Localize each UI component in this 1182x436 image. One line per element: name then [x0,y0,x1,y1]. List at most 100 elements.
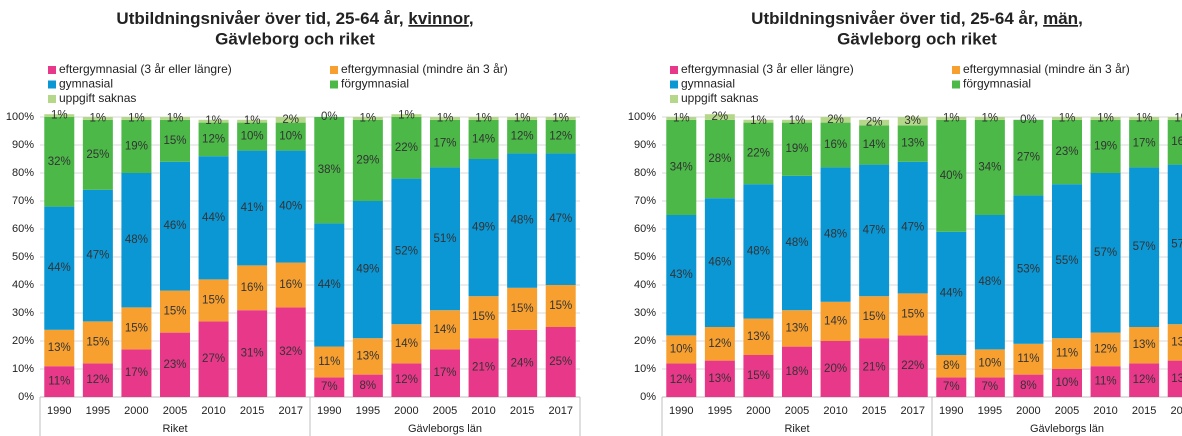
data-label: 20% [824,363,847,375]
data-label: 44% [48,262,71,274]
y-tick-label: 70% [12,195,34,207]
bar-segment [782,346,812,397]
y-tick-label: 70% [634,195,656,207]
group-label: Gävleborgs län [408,423,482,435]
x-tick-label: 2005 [785,405,809,417]
bar-segment [391,117,422,179]
data-label: 0% [321,111,338,123]
title-part: Utbildningsnivåer över tid, 25-64 år, [751,9,1038,28]
legend-label: eftergymnasial (mindre än 3 år) [963,62,1130,76]
bar-segment [1013,343,1044,375]
data-label: 16% [1171,136,1182,148]
bar-segment [1129,363,1160,397]
data-label: 12% [511,131,534,143]
legend-swatch [330,80,338,89]
legend-swatch [952,80,960,89]
data-label: 10% [241,131,264,143]
data-label: 8% [360,380,377,392]
data-label: 2% [282,114,299,126]
data-label: 1% [360,112,377,124]
data-label: 47% [86,250,109,262]
data-label: 13% [48,342,71,354]
data-label: 12% [670,374,693,386]
data-label: 2% [866,117,883,129]
bar-segment [743,318,774,355]
bar-segment [468,296,499,339]
data-label: 46% [708,257,731,269]
bar-segment [1129,117,1160,120]
data-label: 15% [511,303,534,315]
y-tick-label: 90% [12,139,34,151]
bar-segment [160,119,190,162]
bar-segment [275,117,306,123]
x-tick-label: 2017 [900,405,924,417]
data-label: 51% [433,233,456,245]
bar-segment [974,349,1005,378]
bar-segment [1090,119,1121,173]
data-label: 22% [395,142,418,154]
data-label: 12% [708,338,731,350]
bar-segment [1090,117,1121,120]
bar-segment [352,117,383,120]
data-label: 16% [241,282,264,294]
data-label: 48% [125,234,148,246]
y-tick-label: 50% [12,251,34,263]
bar-segment [160,332,190,397]
title-part: , [1078,9,1083,28]
legend-label: förgymnasial [963,77,1031,91]
legend-swatch [330,66,338,74]
legend-label: eftergymnasial (3 år eller längre) [681,62,854,76]
bar-segment [391,114,422,117]
bar-segment [352,119,383,201]
bar-segment [507,119,538,154]
data-label: 25% [549,356,572,368]
bar-segment [430,117,460,120]
bar-segment [1052,338,1082,369]
x-tick-label: 2017 [278,405,302,417]
bar-segment [704,360,735,397]
bar-segment [44,114,75,117]
data-label: 14% [863,139,886,151]
data-label: 12% [1094,343,1117,355]
legend-label: gymnasial [681,77,735,91]
y-tick-label: 100% [628,111,656,123]
data-label: 1% [1136,112,1153,124]
y-tick-label: 80% [634,167,656,179]
data-label: 48% [747,245,770,257]
bar-segment [859,164,890,297]
bar-segment [1052,119,1082,185]
bar-segment [82,363,113,397]
y-tick-label: 30% [12,307,34,319]
data-label: 10% [670,343,693,355]
bar-segment [666,117,697,120]
legend-swatch [670,95,678,103]
bar-segment [859,125,890,165]
data-label: 11% [1094,376,1116,388]
x-tick-label: 1990 [939,405,963,417]
data-label: 52% [395,245,418,257]
bar-segment [782,310,812,347]
bar-segment [704,119,735,199]
y-tick-label: 40% [634,279,656,291]
x-tick-label: 2017 [548,405,572,417]
data-label: 1% [943,112,960,124]
bar-segment [468,119,499,159]
data-label: 47% [863,224,886,236]
data-label: 15% [472,311,495,323]
bar-segment [507,117,538,120]
bar-segment [391,363,422,397]
data-label: 1% [398,110,415,122]
bar-segment [897,117,928,126]
bar-segment [44,117,75,207]
data-label: 1% [789,115,806,127]
data-label: 12% [395,374,418,386]
data-label: 41% [241,202,264,214]
bar-segment [1052,369,1082,397]
bar-segment [897,161,928,294]
bar-segment [974,117,1005,120]
group-label: Riket [162,423,187,435]
data-label: 44% [318,279,341,291]
bar-segment [1090,173,1121,333]
data-label: 2% [827,114,844,126]
